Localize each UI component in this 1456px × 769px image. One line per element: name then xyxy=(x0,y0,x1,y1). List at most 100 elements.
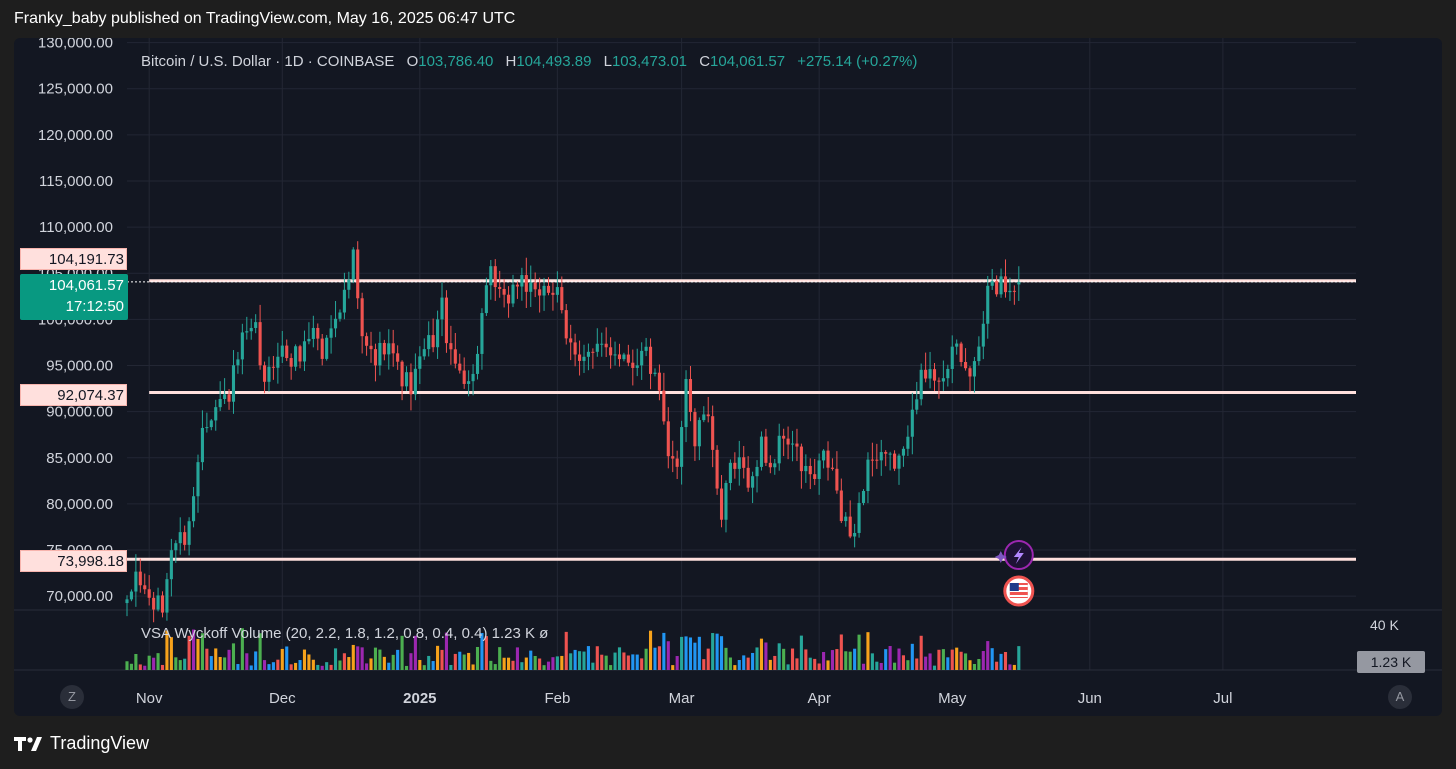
candle-body xyxy=(680,427,684,467)
candle-body xyxy=(298,346,302,362)
volume-bar xyxy=(258,633,262,670)
footer-brand[interactable]: TradingView xyxy=(14,733,149,754)
candle-body xyxy=(329,328,333,338)
candle-body xyxy=(995,281,999,295)
volume-bar xyxy=(1012,664,1016,670)
chart-frame[interactable]: 70,000.0075,000.0080,000.0085,000.0090,0… xyxy=(14,38,1442,716)
volume-bar xyxy=(737,660,741,670)
symbol-name[interactable]: Bitcoin / U.S. Dollar · 1D · COINBASE xyxy=(141,53,395,70)
candle-body xyxy=(915,399,919,410)
level-label-top[interactable]: 104,191.73 xyxy=(20,248,127,270)
candle-body xyxy=(280,345,284,357)
volume-bar xyxy=(848,651,852,670)
candle-body xyxy=(365,336,369,346)
candle-body xyxy=(893,453,897,469)
candle xyxy=(342,272,346,320)
candle-body xyxy=(271,366,275,368)
y-tick-label: 95,000.00 xyxy=(46,358,113,375)
candle-body xyxy=(928,369,932,379)
candle xyxy=(302,330,307,371)
candle-body xyxy=(467,381,471,384)
volume-bar xyxy=(440,649,444,670)
candle xyxy=(515,281,519,299)
zoom-button[interactable]: Z xyxy=(60,685,84,709)
candle xyxy=(404,366,409,391)
volume-indicator-legend[interactable]: VSA Wyckoff Volume (20, 2.2, 1.8, 1.2, 0… xyxy=(141,625,549,642)
candle xyxy=(999,268,1003,298)
candle xyxy=(1017,266,1021,301)
candle-body xyxy=(307,338,311,342)
volume-bar xyxy=(471,664,475,670)
candle xyxy=(431,318,435,353)
candle-body xyxy=(524,275,528,292)
candle-body xyxy=(644,346,648,351)
candle-body xyxy=(1012,290,1016,292)
volume-bar xyxy=(906,660,910,670)
candle xyxy=(861,489,866,506)
candle-body xyxy=(640,350,644,366)
candle-body xyxy=(493,266,497,288)
candle-body xyxy=(152,597,156,610)
candle-body xyxy=(972,361,976,377)
candle xyxy=(214,399,218,431)
volume-bar xyxy=(187,635,191,670)
volume-bar xyxy=(267,664,271,670)
volume-bar xyxy=(959,651,963,670)
level-label-low[interactable]: 73,998.18 xyxy=(20,550,127,572)
volume-bar xyxy=(595,646,599,670)
candle-body xyxy=(839,490,843,522)
candle xyxy=(688,366,693,422)
candle-body xyxy=(906,436,910,449)
candle xyxy=(467,370,471,397)
volume-bar xyxy=(782,648,786,670)
candle xyxy=(507,286,511,318)
candle xyxy=(369,331,373,363)
volume-bar xyxy=(533,655,537,670)
candle xyxy=(959,341,963,367)
volume-bar xyxy=(746,657,750,670)
candle-body xyxy=(817,460,821,479)
symbol-legend[interactable]: Bitcoin / U.S. Dollar · 1D · COINBASE O1… xyxy=(141,53,925,70)
current-price-label[interactable]: 104,061.57 17:12:50 xyxy=(20,274,128,320)
low-value: 103,473.01 xyxy=(611,53,688,70)
candle xyxy=(746,456,750,492)
volume-bar xyxy=(773,655,777,670)
candle-body xyxy=(1008,290,1012,293)
candle xyxy=(329,315,333,354)
volume-bar xyxy=(901,655,905,670)
candle xyxy=(946,364,950,387)
volume-bar xyxy=(1017,646,1021,670)
candle-body xyxy=(595,343,599,352)
candle xyxy=(644,337,648,357)
volume-bar xyxy=(733,665,737,670)
auto-scale-button[interactable]: A xyxy=(1388,685,1412,709)
candle-body xyxy=(449,343,453,350)
candle-body xyxy=(835,468,839,491)
candle xyxy=(440,282,444,337)
candle xyxy=(879,439,883,476)
volume-bar xyxy=(932,665,937,670)
volume-bar xyxy=(475,646,480,670)
volume-bar xyxy=(1008,664,1012,670)
time-axis: Nov Dec 2025 Feb Mar Apr May Jun Jul xyxy=(136,690,1233,707)
candle-body xyxy=(631,362,635,368)
candle xyxy=(1012,285,1016,305)
candle xyxy=(915,381,919,415)
volume-bar xyxy=(937,649,941,670)
price-chart[interactable]: 70,000.0075,000.0080,000.0085,000.0090,0… xyxy=(14,38,1442,716)
candle xyxy=(582,344,586,373)
level-label-mid[interactable]: 92,074.37 xyxy=(20,384,127,406)
candle-body xyxy=(542,285,546,296)
candle-body xyxy=(564,310,568,339)
level-lines xyxy=(127,279,1356,561)
volume-bar xyxy=(125,661,129,670)
volume-bar xyxy=(196,638,200,670)
volume-bar xyxy=(786,664,790,670)
candle xyxy=(972,356,976,393)
candle-body xyxy=(990,281,994,286)
volume-bar xyxy=(431,661,435,670)
candle xyxy=(817,453,821,495)
candle xyxy=(152,591,156,623)
volume-bar xyxy=(964,653,968,670)
candle-body xyxy=(919,369,923,400)
